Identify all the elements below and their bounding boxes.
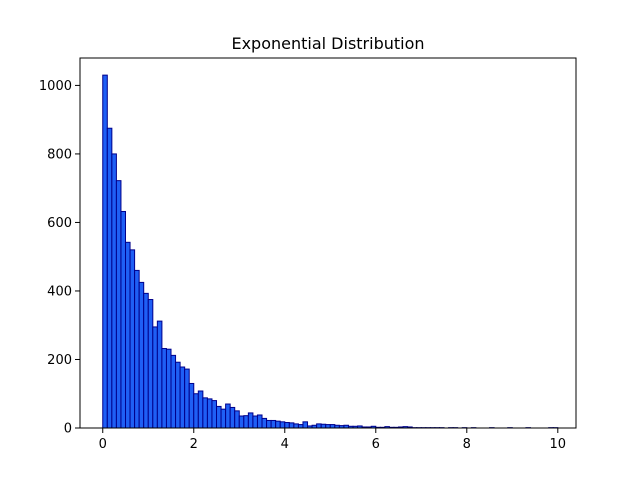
histogram-bar xyxy=(152,326,158,429)
histogram-bars xyxy=(102,74,559,429)
histogram-bar xyxy=(161,348,167,429)
x-tick-label: 4 xyxy=(281,437,289,452)
histogram-bar xyxy=(193,393,199,429)
y-tick-label: 1000 xyxy=(39,79,72,94)
histogram-bar xyxy=(316,423,322,429)
histogram-bar xyxy=(270,419,277,429)
histogram-bar xyxy=(225,403,231,429)
histogram-bar xyxy=(184,368,190,429)
x-tick-label: 8 xyxy=(463,437,471,452)
histogram-bar xyxy=(115,180,122,429)
histogram-bar xyxy=(325,424,331,429)
histogram-bar xyxy=(220,408,227,429)
chart-title: Exponential Distribution xyxy=(231,34,424,53)
y-tick-label: 600 xyxy=(47,216,72,231)
x-axis: 0 2 4 6 8 10 xyxy=(99,428,566,452)
histogram-bar xyxy=(202,397,208,429)
histogram-bar xyxy=(284,422,290,429)
histogram-bar xyxy=(138,281,145,429)
histogram-bar xyxy=(120,210,127,429)
y-tick-label: 200 xyxy=(47,353,72,368)
histogram-bar xyxy=(261,417,268,429)
histogram-bar xyxy=(216,405,222,429)
histogram-bar xyxy=(143,292,149,429)
y-tick-label: 400 xyxy=(47,284,72,299)
histogram-bar xyxy=(302,421,309,429)
histogram-bar xyxy=(102,74,108,429)
y-tick-label: 800 xyxy=(47,147,72,162)
histogram-bar xyxy=(293,423,299,429)
histogram-bar xyxy=(266,419,272,429)
histogram-bar xyxy=(329,424,336,429)
histogram-bar xyxy=(234,410,240,429)
histogram-bar xyxy=(320,423,327,429)
histogram-bar xyxy=(175,361,181,429)
histogram-bar xyxy=(134,269,140,429)
histogram-bar xyxy=(106,127,113,429)
histogram-bar xyxy=(279,421,286,429)
histogram-bar xyxy=(125,241,131,429)
histogram-bar xyxy=(156,320,163,429)
histogram-bar xyxy=(111,153,117,429)
histogram-bar xyxy=(243,415,249,429)
x-tick-label: 0 xyxy=(99,437,107,452)
y-axis: 0 200 400 600 800 1000 xyxy=(39,79,80,437)
histogram-bar xyxy=(297,424,304,429)
histogram-bar xyxy=(170,354,177,429)
histogram-bar xyxy=(275,420,281,429)
histogram-bar xyxy=(147,299,154,429)
histogram-bar xyxy=(188,382,195,429)
x-tick-label: 2 xyxy=(190,437,198,452)
histogram-bar xyxy=(206,398,213,429)
histogram-bar xyxy=(211,400,218,429)
histogram-bar xyxy=(165,348,172,429)
histogram-bar xyxy=(288,422,295,429)
x-tick-label: 10 xyxy=(550,437,567,452)
histogram-bar xyxy=(197,390,204,429)
histogram-bar xyxy=(129,249,136,429)
x-tick-label: 6 xyxy=(372,437,380,452)
histogram-bar xyxy=(238,415,245,429)
plot-frame xyxy=(79,57,577,429)
histogram-bar xyxy=(256,414,263,429)
histogram-bar xyxy=(179,366,186,429)
histogram-bar xyxy=(247,412,254,429)
histogram-bar xyxy=(229,406,236,429)
y-tick-label: 0 xyxy=(64,422,72,437)
histogram-bar xyxy=(252,415,258,429)
